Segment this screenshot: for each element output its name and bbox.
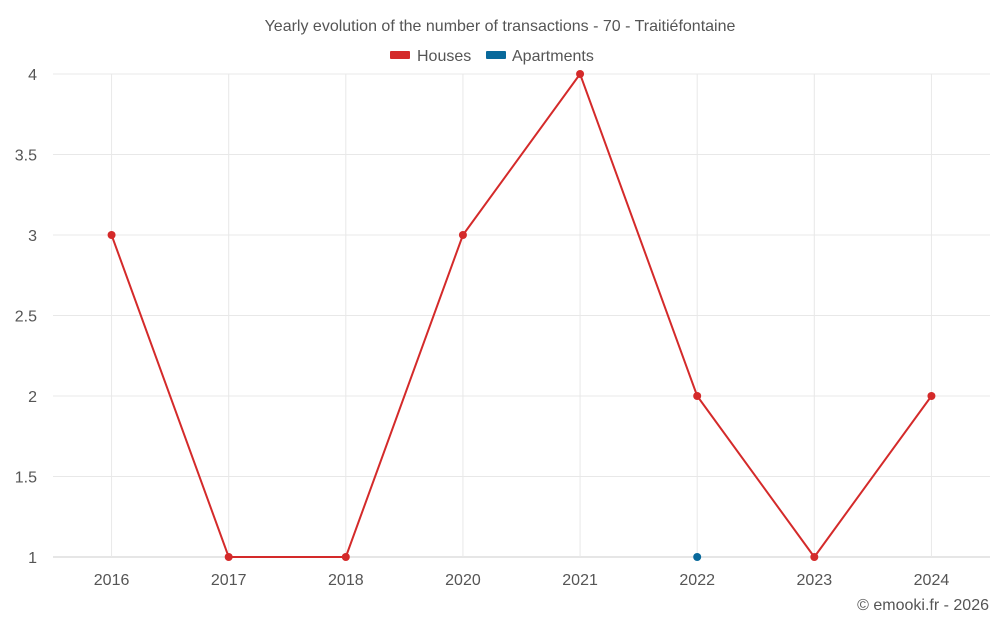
- y-tick-label: 4: [28, 67, 37, 84]
- y-tick-label: 2: [28, 389, 37, 406]
- data-point-houses[interactable]: [810, 553, 819, 561]
- x-tick-label: 2017: [211, 572, 247, 589]
- data-point-houses[interactable]: [927, 392, 936, 400]
- x-tick-label: 2024: [914, 572, 950, 589]
- x-tick-label: 2023: [797, 572, 833, 589]
- y-tick-label: 3.5: [15, 148, 37, 165]
- y-axis: 1 1.5 2 2.5 3 3.5 4: [15, 67, 37, 567]
- legend: Houses Apartments: [390, 48, 594, 65]
- data-point-houses[interactable]: [693, 392, 702, 400]
- plot-area: [107, 70, 936, 561]
- y-tick-label: 3: [28, 228, 37, 245]
- data-point-apartments[interactable]: [693, 553, 702, 561]
- x-axis: 2016 2017 2018 2020 2021 2022 2023 2024: [94, 572, 950, 589]
- legend-swatch-apartments: [486, 51, 506, 59]
- y-tick-label: 1.5: [15, 470, 37, 487]
- data-point-houses[interactable]: [458, 231, 467, 239]
- legend-label-apartments[interactable]: Apartments: [512, 48, 594, 65]
- data-point-houses[interactable]: [576, 70, 585, 78]
- credit-text: © emooki.fr - 2026: [857, 597, 989, 614]
- legend-swatch-houses: [390, 51, 410, 59]
- x-tick-label: 2016: [94, 572, 130, 589]
- data-point-houses[interactable]: [107, 231, 116, 239]
- y-tick-label: 1: [28, 550, 37, 567]
- data-point-houses[interactable]: [224, 553, 233, 561]
- legend-label-houses[interactable]: Houses: [417, 48, 471, 65]
- x-tick-label: 2022: [679, 572, 715, 589]
- data-point-houses[interactable]: [341, 553, 350, 561]
- x-tick-label: 2021: [562, 572, 598, 589]
- y-tick-label: 2.5: [15, 309, 37, 326]
- series-line-houses: [110, 71, 933, 559]
- x-tick-label: 2020: [445, 572, 481, 589]
- x-tick-label: 2018: [328, 572, 364, 589]
- chart-title: Yearly evolution of the number of transa…: [265, 18, 736, 35]
- grid: [53, 73, 990, 558]
